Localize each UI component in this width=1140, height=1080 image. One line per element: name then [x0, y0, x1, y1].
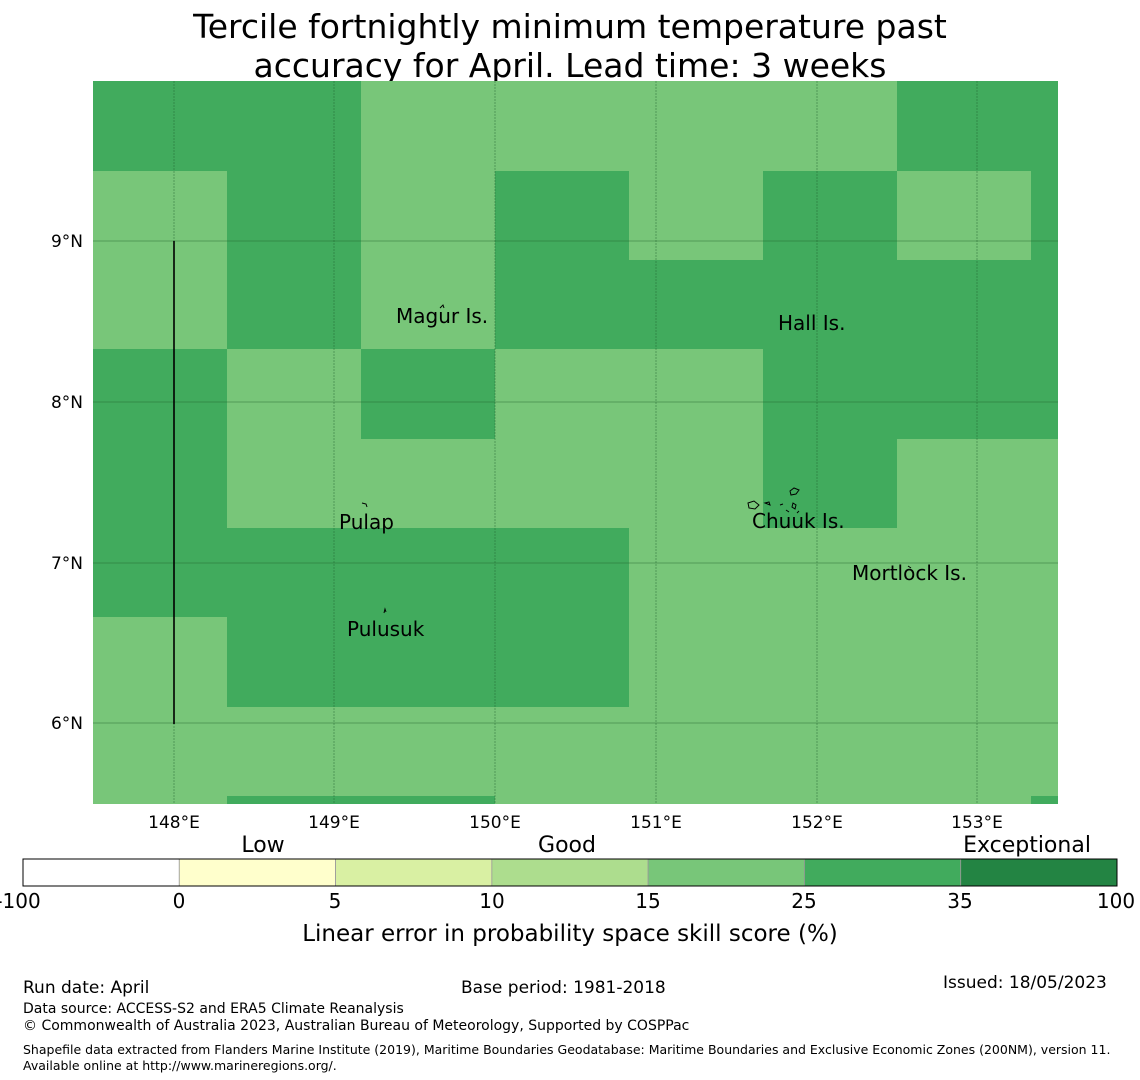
lat-label: 9°N: [51, 232, 83, 252]
pulusuk-island-shape: [383, 607, 387, 614]
issued-date: Issued: 18/05/2023: [943, 973, 1107, 993]
place-label: Magur Is.: [396, 304, 488, 328]
lat-label: 7°N: [51, 554, 83, 574]
colorbar-tick: -100: [0, 889, 41, 913]
place-label: Hall Is.: [778, 311, 845, 335]
skill-map: Magur Is. Hall Is. Pulap Chuuk Is. Mortl…: [0, 81, 1135, 947]
place-labels: Magur Is. Hall Is. Pulap Chuuk Is. Mortl…: [339, 304, 967, 641]
lon-label: 149°E: [308, 813, 360, 833]
colorbar-tick: 25: [791, 889, 816, 913]
colorbar: Low Good Exceptional -100 0 5 10 15 25 3…: [0, 833, 1135, 947]
colorbar-segments: [22, 858, 1118, 887]
colorbar-tick: 15: [635, 889, 660, 913]
place-label: Chuuk Is.: [752, 509, 845, 533]
colorbar-segment: [22, 858, 180, 887]
magur-island-shape: [439, 304, 445, 309]
chart-title-line1: Tercile fortnightly minimum temperature …: [193, 7, 947, 46]
category-label: Low: [241, 833, 284, 858]
colorbar-tick: 35: [947, 889, 972, 913]
colorbar-tick: 100: [1097, 889, 1135, 913]
skill-cell: [1031, 171, 1058, 260]
place-label: Pulap: [339, 510, 394, 534]
colorbar-tick: 10: [479, 889, 504, 913]
lon-label: 153°E: [951, 813, 1003, 833]
colorbar-segment: [804, 858, 962, 887]
skill-cell: [227, 528, 629, 707]
run-date: Run date: April: [23, 978, 150, 998]
category-label: Exceptional: [963, 833, 1091, 858]
lat-axis-labels: 9°N 8°N 7°N 6°N: [51, 232, 83, 734]
place-label: Pulusuk: [347, 617, 425, 641]
colorbar-segment: [335, 858, 493, 887]
colorbar-segment: [178, 858, 336, 887]
skill-cell: [93, 81, 361, 171]
colorbar-tick: 5: [329, 889, 342, 913]
colorbar-tick: 0: [173, 889, 186, 913]
skill-cell: [227, 171, 361, 349]
skill-cell: [897, 260, 1058, 439]
category-label: Good: [538, 833, 596, 858]
colorbar-label: Linear error in probability space skill …: [302, 921, 838, 947]
skill-cell: [93, 349, 227, 617]
mortlock-island-shape: [907, 565, 912, 569]
colorbar-segment: [960, 858, 1118, 887]
chart-title-line2: accuracy for April. Lead time: 3 weeks: [253, 46, 887, 85]
skill-cell: [361, 349, 495, 439]
skill-cell: [227, 796, 495, 804]
colorbar-frame: [22, 858, 1118, 887]
lon-label: 152°E: [791, 813, 843, 833]
skill-cell: [495, 171, 629, 349]
skill-cell: [763, 171, 897, 528]
colorbar-ticks: -100 0 5 10 15 25 35 100: [0, 889, 1135, 913]
shapefile-credit: Shapefile data extracted from Flanders M…: [23, 1042, 1111, 1073]
lon-axis-labels: 148°E 149°E 150°E 151°E 152°E 153°E: [148, 813, 1003, 833]
island-outlines: [361, 304, 912, 614]
skill-cell: [629, 260, 763, 349]
lat-label: 8°N: [51, 393, 83, 413]
lat-label: 6°N: [51, 714, 83, 734]
colorbar-segment: [491, 858, 649, 887]
colorbar-categories: Low Good Exceptional: [241, 833, 1091, 858]
data-source: Data source: ACCESS-S2 and ERA5 Climate …: [23, 1001, 404, 1017]
graticule: [93, 81, 1058, 804]
skill-cell: [897, 81, 1058, 171]
lon-label: 151°E: [630, 813, 682, 833]
chuuk-island-shape: [747, 487, 800, 514]
base-period: Base period: 1981-2018: [461, 978, 666, 998]
copyright: © Commonwealth of Australia 2023, Austra…: [23, 1018, 690, 1034]
lon-label: 148°E: [148, 813, 200, 833]
pulap-island-shape: [361, 502, 368, 508]
skill-cell: [1031, 796, 1058, 804]
lon-label: 150°E: [469, 813, 521, 833]
place-label: Mortlock Is.: [852, 561, 967, 585]
colorbar-segment: [647, 858, 805, 887]
